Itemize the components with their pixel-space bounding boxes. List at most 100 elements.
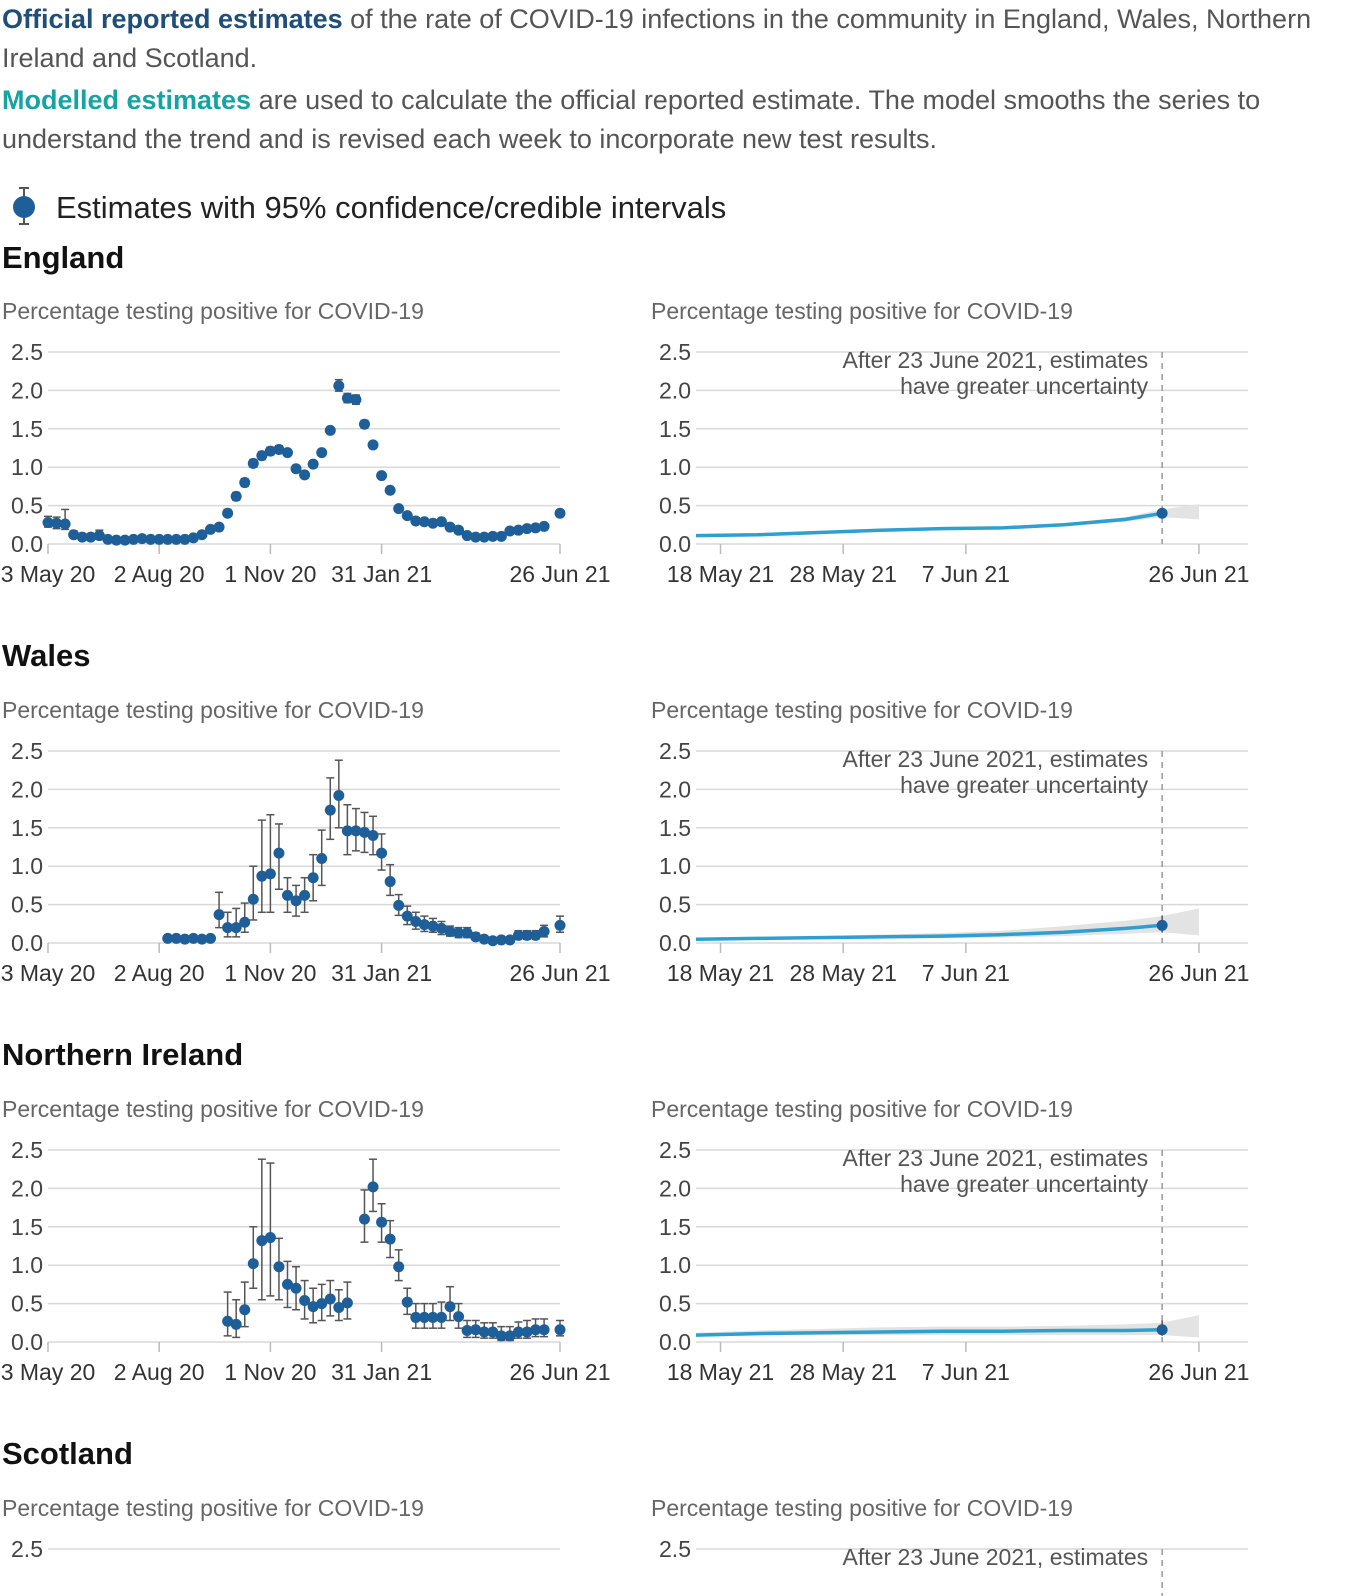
data-point [512, 524, 524, 536]
y-tick-label: 2.5 [659, 1536, 691, 1562]
data-point [495, 530, 507, 542]
data-point [324, 1293, 336, 1305]
data-point [554, 919, 566, 931]
data-point [470, 531, 482, 543]
chart-england-official: 0.0 0.5 1.0 1.5 2.0 2.5 3 May 20 2 Aug 20 1 Nov … [1, 339, 611, 587]
data-point [230, 490, 242, 502]
chart-title-wales-modelled: Percentage testing positive for COVID-19 [651, 697, 1073, 723]
official-estimate-point [1156, 507, 1168, 519]
data-point [367, 829, 379, 841]
y-tick-label: 2.5 [11, 1137, 43, 1163]
data-point [316, 853, 328, 865]
data-point [170, 533, 182, 545]
x-tick-label: 28 May 21 [789, 561, 896, 587]
y-tick-label: 0.5 [659, 1291, 691, 1317]
data-point [299, 889, 311, 901]
y-tick-label: 2.5 [659, 1137, 691, 1163]
data-point [487, 1326, 499, 1338]
data-point [350, 394, 362, 406]
data-point [282, 889, 294, 901]
data-point [273, 847, 285, 859]
region-title-wales: Wales [2, 638, 91, 673]
x-tick-label: 31 Jan 21 [331, 561, 432, 587]
data-point [418, 1311, 430, 1323]
chart-title-england-official: Percentage testing positive for COVID-19 [2, 298, 424, 324]
data-point [196, 933, 208, 945]
x-tick-label: 1 Nov 20 [224, 1359, 316, 1385]
data-point [530, 1324, 542, 1336]
data-point [521, 929, 533, 941]
official-estimate-point [1156, 1324, 1168, 1336]
data-point [341, 825, 353, 837]
y-tick-label: 2.0 [11, 1175, 43, 1201]
data-point [358, 1213, 370, 1225]
data-point [230, 1318, 242, 1330]
x-tick-label: 26 Jun 21 [1148, 1359, 1249, 1385]
data-point [256, 450, 268, 462]
data-point [187, 532, 199, 544]
uncertainty-note: After 23 June 2021, estimates [843, 1145, 1149, 1171]
legend-label: Estimates with 95% confidence/credible i… [56, 190, 727, 225]
y-tick-label: 1.0 [11, 853, 43, 879]
y-tick-label: 0.0 [659, 531, 691, 557]
x-tick-label: 3 May 20 [1, 1359, 96, 1385]
data-point [461, 1324, 473, 1336]
data-point [444, 925, 456, 937]
y-tick-label: 1.0 [659, 853, 691, 879]
data-point [376, 847, 388, 859]
official-estimate-point [1156, 919, 1168, 931]
data-point [384, 484, 396, 496]
y-tick-label: 0.5 [659, 892, 691, 918]
data-point [521, 523, 533, 535]
data-point [153, 533, 165, 545]
y-tick-label: 2.0 [11, 377, 43, 403]
data-point [478, 933, 490, 945]
y-tick-label: 1.0 [659, 454, 691, 480]
data-point [205, 523, 217, 535]
y-tick-label: 1.5 [11, 416, 43, 442]
data-point [145, 533, 157, 545]
data-point [453, 927, 465, 939]
x-tick-label: 7 Jun 21 [922, 960, 1010, 986]
y-tick-label: 0.5 [11, 892, 43, 918]
y-tick-label: 2.5 [659, 738, 691, 764]
y-tick-label: 0.0 [11, 1329, 43, 1355]
data-point [222, 1315, 234, 1327]
data-point [170, 932, 182, 944]
data-point [427, 920, 439, 932]
data-point [273, 1261, 285, 1273]
uncertainty-note: have greater uncertainty [900, 772, 1149, 798]
x-tick-label: 3 May 20 [1, 561, 96, 587]
intro-official: Official reported estimates of the rate … [2, 0, 1347, 78]
data-point [247, 457, 259, 469]
data-point [453, 524, 465, 536]
uncertainty-note: After 23 June 2021, estimates [843, 746, 1149, 772]
data-point [495, 934, 507, 946]
y-tick-label: 1.0 [11, 1252, 43, 1278]
data-point [290, 895, 302, 907]
intro-modelled-text: are used to calculate the official repor… [2, 85, 1261, 154]
x-tick-label: 7 Jun 21 [922, 561, 1010, 587]
x-tick-label: 28 May 21 [789, 1359, 896, 1385]
data-point [102, 533, 114, 545]
data-point [376, 470, 388, 482]
data-point [247, 893, 259, 905]
data-point [538, 520, 550, 532]
data-point [384, 1233, 396, 1245]
data-point [435, 922, 447, 934]
data-point [222, 507, 234, 519]
data-point [128, 533, 140, 545]
chart-title-ni-modelled: Percentage testing positive for COVID-19 [651, 1096, 1073, 1122]
region-title-northern-ireland: Northern Ireland [2, 1037, 244, 1072]
chart-scotland-modelled: 2.5 After 23 June 2021, estimates [659, 1536, 1248, 1596]
x-tick-label: 26 Jun 21 [509, 561, 610, 587]
y-tick-label: 0.5 [659, 493, 691, 519]
data-point [487, 935, 499, 947]
y-tick-label: 2.0 [659, 1175, 691, 1201]
data-point [162, 533, 174, 545]
data-point [341, 1297, 353, 1309]
data-point [136, 533, 148, 545]
data-point [213, 909, 225, 921]
data-point [444, 1301, 456, 1313]
data-point [401, 510, 413, 522]
